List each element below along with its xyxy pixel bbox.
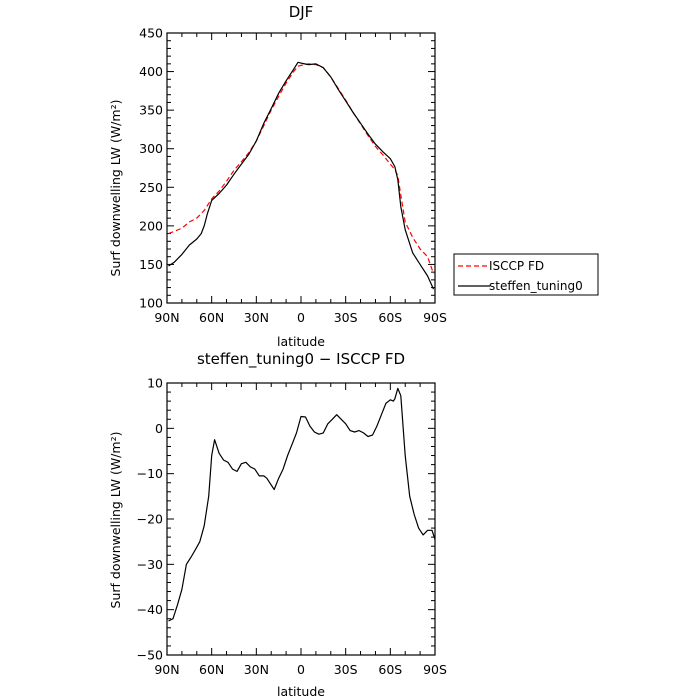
y-tick-label: −40 [137, 602, 163, 617]
series-line-0 [168, 387, 436, 622]
y-tick-label: 450 [139, 26, 163, 41]
y-tick-label: 100 [139, 296, 163, 311]
x-tick-label: 90S [423, 662, 447, 677]
x-tick-label: 60N [199, 310, 224, 325]
series-line-1 [168, 61, 435, 290]
x-tick-label: 0 [297, 310, 305, 325]
legend-box [453, 253, 599, 296]
y-tick-label: −30 [137, 557, 163, 572]
x-tick-label: 60S [378, 310, 402, 325]
x-tick-label: 30S [334, 310, 358, 325]
y-tick-label: 150 [139, 257, 163, 272]
y-tick-label: −10 [137, 466, 163, 481]
x-tick-label: 90N [154, 662, 179, 677]
bottom-y-axis-label: Surf downwelling LW (W/m²) [108, 432, 123, 609]
plot-frame [166, 382, 436, 656]
y-tick-label: −50 [137, 648, 163, 663]
top-chart-marks: 100 150 200 250 300 350 400 450 90N 60N 30N 0 30S 60S… [139, 26, 447, 326]
x-tick-label: 30N [244, 662, 269, 677]
x-tick-label: 30S [334, 662, 358, 677]
x-tick-label: 90S [423, 310, 447, 325]
y-tick-label: 300 [139, 141, 163, 156]
bottom-x-axis-label: latitude [277, 684, 325, 699]
series-line-0 [168, 63, 435, 274]
bottom-panel: steffen_tuning0 − ISCCP FD −50−40−30−20−… [108, 350, 447, 699]
x-tick-label: 30N [244, 310, 269, 325]
x-tick-label: 60S [378, 662, 402, 677]
y-tick-label: −20 [137, 512, 163, 527]
y-tick-label: 350 [139, 103, 163, 118]
x-tick-label: 90N [154, 310, 179, 325]
y-tick-label: 10 [147, 376, 163, 391]
top-y-axis-label: Surf downwelling LW (W/m²) [108, 100, 123, 277]
x-tick-label: 60N [199, 662, 224, 677]
y-tick-label: 200 [139, 218, 163, 233]
bottom-chart-marks: −50 −40 −30 −20 −10 0 10 90N 60N 30N 0 30S 60S 90S [137, 376, 447, 678]
legend-label-steffen: steffen_tuning0 [489, 279, 583, 293]
bottom-chart-title: steffen_tuning0 − ISCCP FD [197, 350, 405, 369]
top-chart-title: DJF [289, 3, 314, 21]
legend-label-isccp: ISCCP FD [489, 259, 544, 273]
legend: ISCCP FD steffen_tuning0 [453, 253, 599, 296]
top-x-axis-label: latitude [277, 334, 325, 349]
y-tick-label: 250 [139, 180, 163, 195]
x-tick-label: 0 [297, 662, 305, 677]
y-tick-label: 0 [155, 421, 163, 436]
y-tick-label: 400 [139, 64, 163, 79]
top-panel: DJF 100 150 200 250 300 350 400 450 90N 60N 30N 0 30… [108, 3, 447, 349]
